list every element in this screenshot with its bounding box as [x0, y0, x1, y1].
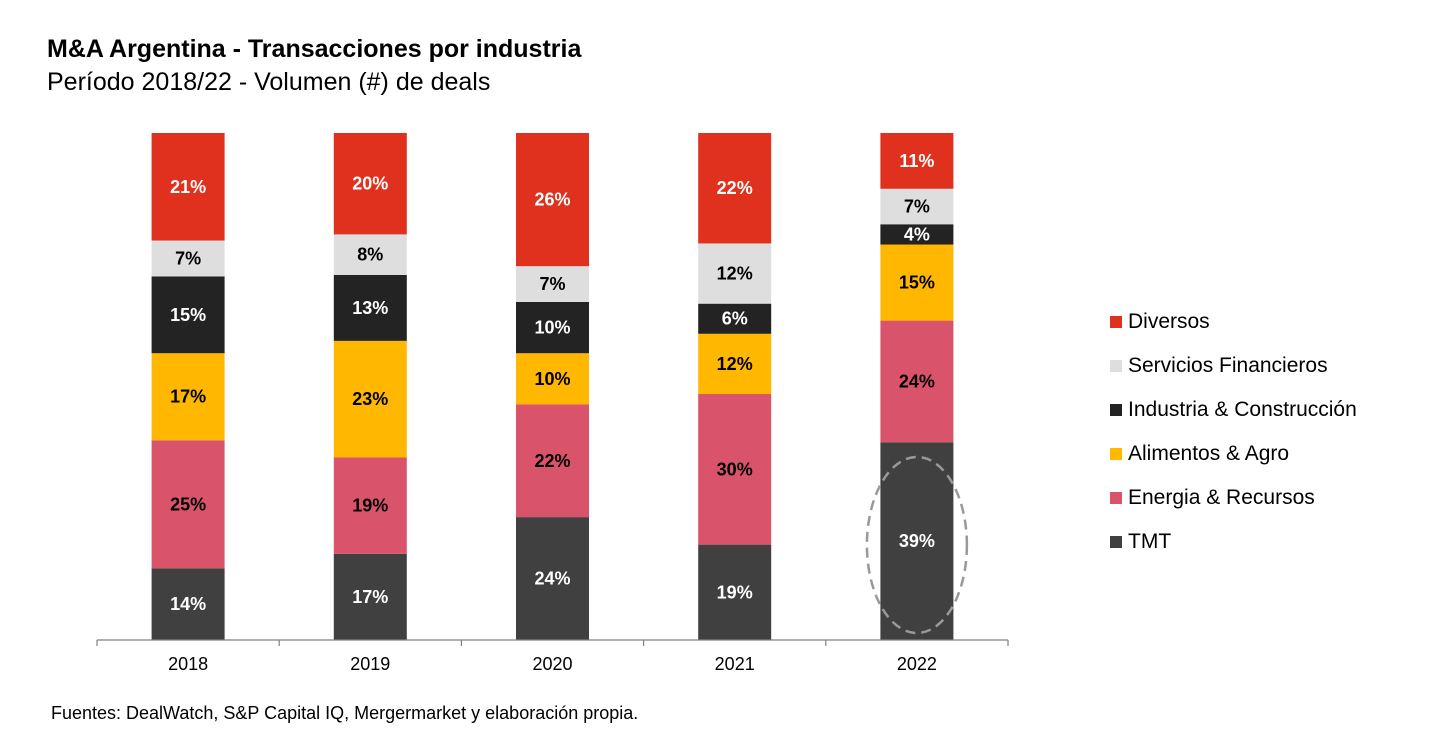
bar-segment: [516, 517, 589, 640]
bar-segment: [698, 133, 772, 244]
source-note: Fuentes: DealWatch, S&P Capital IQ, Merg…: [51, 703, 639, 723]
data-label: 39%: [899, 531, 935, 551]
bar-segment: [516, 302, 589, 354]
bar-segment: [516, 133, 589, 267]
data-label: 10%: [534, 369, 570, 389]
bar-segment: [698, 243, 772, 304]
legend-swatch: [1110, 492, 1122, 504]
chart-legend: Diversos Servicios Financieros Industria &…: [1110, 300, 1357, 564]
x-tick-label: 2018: [168, 654, 208, 674]
bar-segment: [698, 333, 772, 395]
legend-item: Industria & Construcción: [1110, 388, 1357, 432]
data-label: 6%: [722, 309, 748, 329]
bar-segment: [880, 188, 954, 225]
bar-segment: [698, 394, 772, 545]
data-label: 17%: [352, 587, 388, 607]
data-label: 12%: [717, 354, 753, 374]
legend-label: Industria & Construcción: [1128, 398, 1357, 421]
legend-item: TMT: [1110, 520, 1357, 564]
data-label: 7%: [539, 274, 565, 294]
bar-segment: [333, 553, 407, 640]
legend-item: Alimentos & Agro: [1110, 432, 1357, 476]
bar-segment: [333, 133, 407, 235]
data-label: 4%: [904, 224, 930, 244]
data-label: 17%: [170, 387, 206, 407]
bar-segment: [151, 240, 225, 277]
data-label: 7%: [175, 248, 201, 268]
data-label: 30%: [717, 459, 753, 479]
bar-segment: [880, 320, 954, 443]
legend-label: Diversos: [1128, 310, 1210, 333]
bar-segment: [333, 457, 407, 554]
legend-swatch: [1110, 448, 1122, 460]
data-label: 13%: [352, 298, 388, 318]
bar-segment: [516, 353, 589, 405]
bar-segment: [151, 353, 225, 441]
data-label: 12%: [717, 264, 753, 284]
bar-segment: [516, 266, 589, 302]
chart-subtitle: Período 2018/22 - Volumen (#) de deals: [47, 68, 491, 96]
bar-segment: [516, 404, 589, 518]
data-label: 24%: [534, 569, 570, 589]
legend-item: Energia & Recursos: [1110, 476, 1357, 520]
legend-swatch: [1110, 404, 1122, 416]
bar-segment: [151, 276, 225, 354]
data-label: 7%: [904, 197, 930, 217]
data-label: 22%: [717, 178, 753, 198]
chart-title: M&A Argentina - Transacciones por indust…: [47, 35, 582, 63]
x-tick-label: 2019: [350, 654, 390, 674]
data-label: 23%: [352, 389, 388, 409]
legend-swatch: [1110, 316, 1122, 328]
bar-segment: [880, 133, 954, 189]
legend-label: Energia & Recursos: [1128, 486, 1315, 509]
data-label: 11%: [899, 151, 934, 171]
data-label: 24%: [899, 371, 935, 391]
data-label: 26%: [534, 190, 570, 210]
data-label: 15%: [170, 305, 206, 325]
bar-segment: [880, 442, 954, 640]
bar-segment: [151, 133, 225, 241]
data-label: 19%: [717, 582, 753, 602]
legend-label: Alimentos & Agro: [1128, 442, 1290, 465]
bar-segment: [698, 544, 772, 640]
data-label: 19%: [352, 496, 388, 516]
legend-label: TMT: [1128, 530, 1172, 553]
data-label: 21%: [170, 177, 206, 197]
bar-segment: [880, 224, 954, 245]
bar-segment: [880, 244, 954, 321]
legend-item: Servicios Financieros: [1110, 344, 1357, 388]
data-label: 14%: [170, 594, 206, 614]
x-tick-label: 2020: [532, 654, 572, 674]
data-label: 20%: [352, 174, 388, 194]
bar-segment: [151, 568, 225, 640]
x-tick-label: 2021: [715, 654, 755, 674]
bar-segment: [698, 303, 772, 334]
data-label: 15%: [899, 273, 935, 293]
data-label: 22%: [534, 451, 570, 471]
legend-label: Servicios Financieros: [1128, 354, 1328, 377]
stacked-bar-chart: 14% 25% 17% 15% 7% 21% 2018 17% 19% 23% 13% 8% 20% 20…: [96, 133, 1009, 674]
bar-segment: [151, 440, 225, 569]
legend-swatch: [1110, 360, 1122, 372]
bar-segment: [333, 234, 407, 275]
data-label: 25%: [170, 494, 206, 514]
data-label: 8%: [357, 245, 383, 265]
bar-segment: [333, 274, 407, 341]
highlight-ellipse: [865, 455, 969, 635]
bar-segment: [333, 340, 407, 458]
legend-swatch: [1110, 536, 1122, 548]
x-tick-label: 2022: [897, 654, 937, 674]
legend-item: Diversos: [1110, 300, 1357, 344]
data-label: 10%: [534, 318, 570, 338]
